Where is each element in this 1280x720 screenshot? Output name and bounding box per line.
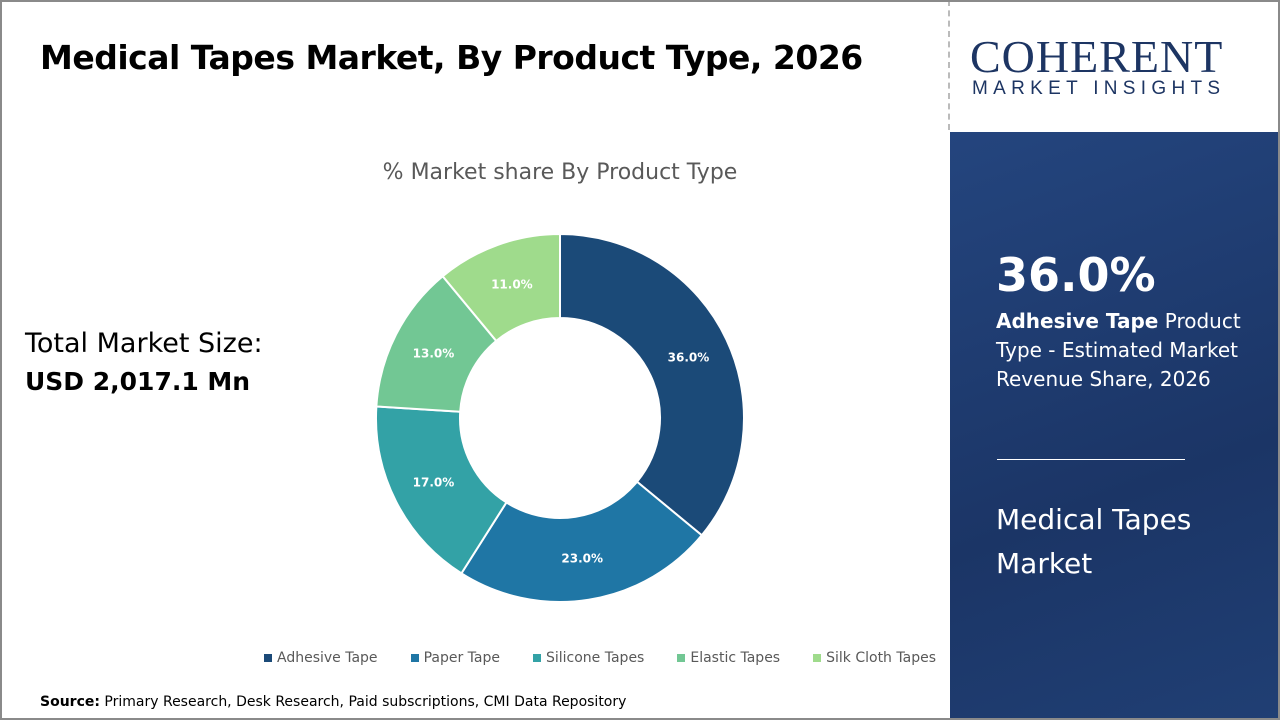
legend-swatch bbox=[532, 654, 541, 662]
legend-item: Elastic Tapes bbox=[677, 650, 780, 666]
market-name: Medical Tapes Market bbox=[996, 503, 1192, 580]
legend-swatch bbox=[264, 654, 272, 662]
donut-slice bbox=[460, 480, 704, 603]
data-label: 23.0% bbox=[561, 551, 603, 565]
data-label: 13.0% bbox=[413, 347, 455, 361]
legend-label: Adhesive Tape bbox=[277, 650, 378, 666]
data-label: 17.0% bbox=[413, 475, 455, 489]
panel-divider bbox=[997, 459, 1185, 460]
legend: Adhesive Tape Paper Tape Silicone Tapes Ela… bbox=[264, 650, 936, 666]
highlight-description: Adhesive Tape Product Type - Estimated M… bbox=[996, 307, 1256, 394]
legend-label: Silk Cloth Tapes bbox=[826, 650, 936, 666]
chart-title: % Market share By Product Type bbox=[382, 160, 738, 185]
legend-item: Adhesive Tape bbox=[264, 650, 378, 666]
donut-slice bbox=[375, 405, 508, 575]
side-panel bbox=[950, 132, 1280, 720]
legend-item: Silk Cloth Tapes bbox=[813, 650, 936, 666]
highlight-value: 36.0% bbox=[996, 248, 1156, 302]
legend-swatch bbox=[813, 654, 822, 662]
legend-swatch bbox=[410, 654, 419, 662]
divider bbox=[948, 0, 950, 130]
legend-label: Elastic Tapes bbox=[690, 650, 781, 666]
source-text: Primary Research, Desk Research, Paid su… bbox=[99, 694, 627, 710]
total-value: USD 2,017.1 Mn bbox=[25, 367, 251, 396]
highlight-text: Product Type - Estimated Market Revenue … bbox=[996, 309, 1241, 391]
data-label: 36.0% bbox=[668, 351, 710, 365]
legend-label: Silicone Tapes bbox=[545, 650, 645, 666]
total-market-size: Total Market Size: USD 2,017.1 Mn bbox=[25, 325, 263, 401]
logo: COHERENT MARKET INSIGHTS bbox=[950, 0, 1280, 130]
source-note: Source: Primary Research, Desk Research,… bbox=[40, 694, 626, 710]
logo-subtext: MARKET INSIGHTS bbox=[972, 78, 1226, 99]
donut-slice bbox=[441, 232, 561, 343]
legend-label: Paper Tape bbox=[423, 650, 500, 666]
page-title: Medical Tapes Market, By Product Type, 2… bbox=[40, 38, 863, 77]
legend-item: Paper Tape bbox=[410, 650, 500, 666]
donut-slice bbox=[559, 232, 745, 537]
legend-item: Silicone Tapes bbox=[532, 650, 645, 666]
source-label: Source: bbox=[40, 694, 100, 710]
legend-swatch bbox=[677, 654, 686, 662]
data-label: 11.0% bbox=[491, 277, 533, 291]
highlight-segment: Adhesive Tape bbox=[996, 309, 1159, 333]
logo-text: COHERENT bbox=[970, 31, 1224, 82]
total-label: Total Market Size: bbox=[25, 328, 263, 359]
